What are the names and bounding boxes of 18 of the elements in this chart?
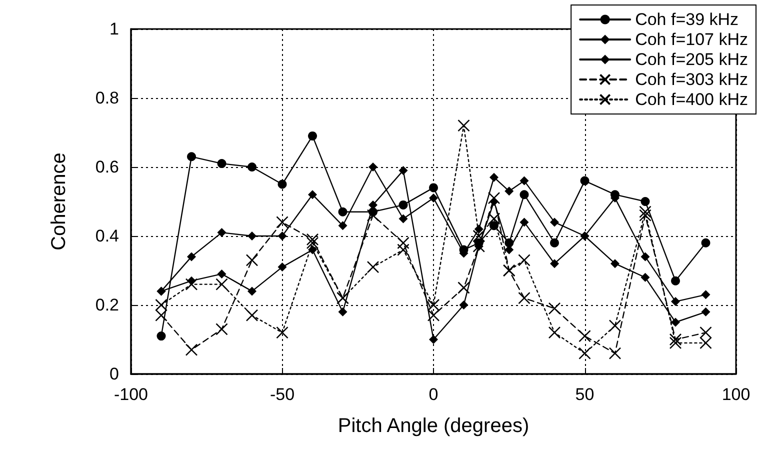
legend-label: Coh f=39 kHz [635, 10, 739, 29]
x-tick-label: 100 [722, 385, 750, 404]
y-tick-label: 0.6 [95, 158, 119, 176]
y-tick-label: 0.4 [95, 226, 119, 246]
y-tick-label: 0.2 [95, 296, 119, 314]
legend-label: Coh f=205 kHz [635, 50, 748, 69]
legend-label: Coh f=400 kHz [635, 90, 748, 109]
x-tick-label: -100 [114, 385, 148, 404]
x-tick-label: -50 [270, 385, 295, 404]
y-tick-label: 1 [110, 20, 119, 38]
y-axis-title: Coherence [48, 152, 70, 250]
legend-label: Coh f=303 kHz [635, 70, 748, 89]
y-tick-label: 0 [110, 364, 119, 384]
x-tick-label: 50 [575, 385, 594, 404]
x-tick-label: 0 [428, 385, 438, 404]
x-axis-title: Pitch Angle (degrees) [338, 415, 530, 437]
legend-label: Coh f=107 kHz [635, 30, 748, 49]
y-tick-label: 0.8 [95, 88, 119, 108]
